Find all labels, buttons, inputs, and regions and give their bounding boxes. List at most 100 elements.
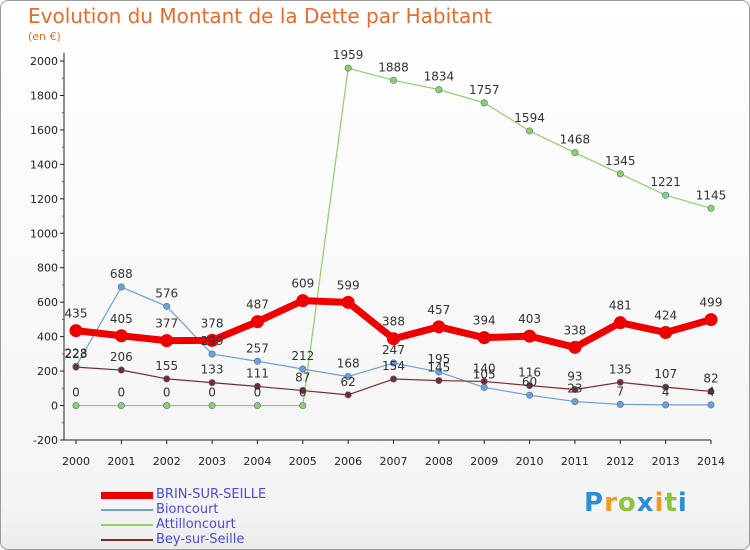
data-label-attilloncourt: 1757	[469, 83, 500, 97]
x-tick-label: 2000	[62, 455, 90, 468]
x-tick-label: 2013	[652, 455, 680, 468]
data-label-brin-sur-seille: 499	[700, 296, 723, 310]
x-tick-label: 2004	[243, 455, 271, 468]
data-label-bioncourt: 4	[707, 385, 715, 399]
x-tick-label: 2011	[561, 455, 589, 468]
data-label-bioncourt: 4	[662, 385, 670, 399]
x-tick-label: 2002	[153, 455, 181, 468]
data-label-bey-sur-seille: 111	[246, 366, 269, 380]
logo-letter: i	[677, 488, 688, 518]
data-label-bey-sur-seille: 223	[65, 347, 88, 361]
data-label-brin-sur-seille: 599	[337, 278, 360, 292]
x-tick-label: 2005	[289, 455, 317, 468]
data-label-bey-sur-seille: 82	[703, 371, 718, 385]
chart-subtitle: (en €)	[28, 30, 61, 43]
data-label-brin-sur-seille: 487	[246, 298, 269, 312]
data-point-bioncourt	[344, 373, 352, 381]
y-tick-label: 2000	[30, 55, 58, 68]
data-label-bey-sur-seille: 62	[341, 375, 356, 389]
data-label-attilloncourt: 1959	[333, 48, 364, 62]
y-tick-label: 1400	[30, 158, 58, 171]
data-point-attilloncourt	[616, 170, 624, 178]
data-label-bioncourt: 576	[155, 286, 178, 300]
data-point-bey-sur-seille	[163, 375, 171, 383]
data-point-bioncourt	[707, 401, 715, 409]
data-point-attilloncourt	[208, 402, 216, 410]
data-point-bey-sur-seille	[571, 386, 579, 394]
legend-swatch	[101, 539, 153, 541]
y-tick-label: 800	[37, 262, 58, 275]
data-point-brin-sur-seille	[69, 324, 83, 338]
data-point-bioncourt	[435, 368, 443, 376]
data-label-bey-sur-seille: 145	[427, 361, 450, 375]
data-point-bey-sur-seille	[480, 377, 488, 385]
data-point-bey-sur-seille	[662, 383, 670, 391]
data-label-brin-sur-seille: 435	[65, 307, 88, 321]
data-label-brin-sur-seille: 338	[563, 323, 586, 337]
data-point-brin-sur-seille	[205, 333, 219, 347]
logo-letter: P	[584, 488, 605, 518]
data-label-bey-sur-seille: 140	[473, 361, 496, 375]
y-tick-label: 1000	[30, 227, 58, 240]
data-label-bioncourt: 105	[473, 367, 496, 381]
data-label-bey-sur-seille: 155	[155, 359, 178, 373]
data-label-bioncourt: 212	[291, 349, 314, 363]
y-tick-label: 0	[51, 400, 58, 413]
data-point-brin-sur-seille	[341, 295, 355, 309]
logo-letter: t	[664, 488, 678, 518]
data-label-bioncourt: 299	[201, 334, 224, 348]
data-point-attilloncourt	[299, 402, 307, 410]
data-label-bioncourt: 168	[337, 357, 360, 371]
data-point-bioncourt	[389, 359, 397, 367]
x-tick-label: 2012	[606, 455, 634, 468]
data-point-attilloncourt	[435, 86, 443, 94]
logo-letter: o	[617, 488, 637, 518]
data-label-attilloncourt: 1345	[605, 154, 636, 168]
x-tick-label: 2007	[380, 455, 408, 468]
data-label-attilloncourt: 1834	[424, 70, 455, 84]
data-point-attilloncourt	[526, 127, 534, 135]
data-point-attilloncourt	[72, 402, 80, 410]
data-point-bioncourt	[526, 391, 534, 399]
data-label-attilloncourt: 0	[254, 386, 262, 400]
data-label-attilloncourt: 1888	[378, 60, 409, 74]
data-label-bey-sur-seille: 206	[110, 350, 133, 364]
data-label-attilloncourt: 0	[299, 386, 307, 400]
legend-label: BRIN-SUR-SEILLE	[156, 487, 267, 502]
data-point-bioncourt	[616, 400, 624, 408]
data-label-attilloncourt: 1221	[650, 175, 681, 189]
legend-label: Bey-sur-Seille	[156, 532, 245, 547]
y-tick-label: -200	[33, 434, 58, 447]
y-tick-label: 200	[37, 365, 58, 378]
data-point-bioncourt	[662, 401, 670, 409]
data-label-brin-sur-seille: 403	[518, 312, 541, 326]
data-point-attilloncourt	[480, 99, 488, 107]
data-point-brin-sur-seille	[477, 331, 491, 345]
logo-letter: x	[636, 488, 655, 518]
data-point-bey-sur-seille	[616, 378, 624, 386]
data-point-bey-sur-seille	[72, 363, 80, 371]
data-point-bey-sur-seille	[526, 382, 534, 390]
data-point-bioncourt	[208, 350, 216, 358]
data-label-bioncourt: 195	[427, 352, 450, 366]
data-point-attilloncourt	[163, 402, 171, 410]
data-point-brin-sur-seille	[523, 329, 537, 343]
data-point-bioncourt	[299, 365, 307, 373]
data-point-bioncourt	[117, 283, 125, 291]
data-point-attilloncourt	[389, 76, 397, 84]
data-point-brin-sur-seille	[568, 340, 582, 354]
data-point-bey-sur-seille	[117, 366, 125, 374]
data-point-attilloncourt	[344, 64, 352, 72]
data-point-brin-sur-seille	[296, 294, 310, 308]
data-point-brin-sur-seille	[387, 332, 400, 346]
data-label-attilloncourt: 0	[72, 386, 80, 400]
data-label-bey-sur-seille: 133	[201, 363, 224, 377]
legend-label: Attilloncourt	[156, 517, 236, 532]
data-label-brin-sur-seille: 394	[473, 314, 496, 328]
data-label-bioncourt: 60	[522, 375, 537, 389]
data-point-attilloncourt	[571, 149, 579, 157]
data-point-bey-sur-seille	[707, 387, 715, 395]
y-tick-label: 1200	[30, 193, 58, 206]
data-label-brin-sur-seille: 378	[201, 316, 224, 330]
